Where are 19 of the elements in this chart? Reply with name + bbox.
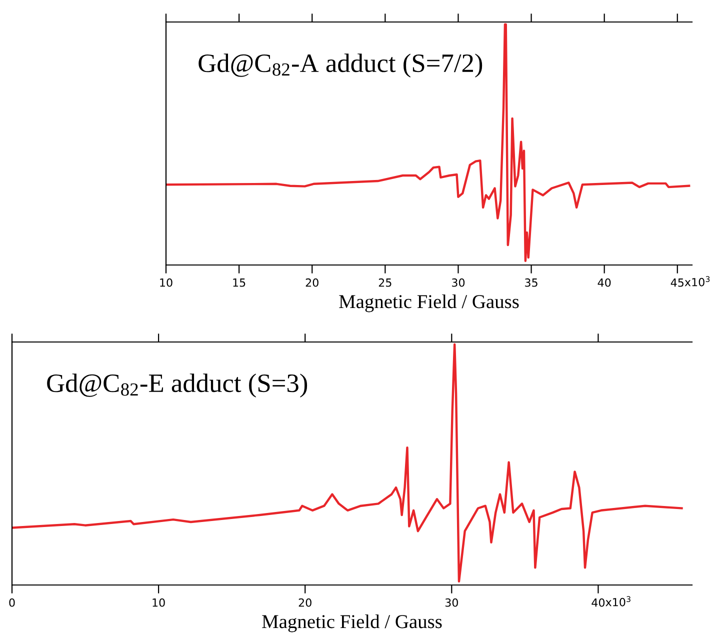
x-tick-label: 45 [670,278,684,287]
x-tick-label: 15 [233,278,246,287]
x-axis-title: Magnetic Field / Gauss [262,614,442,632]
x-tick-label: 30 [452,278,465,287]
annotation: Gd@C$_{82}$-E adduct (S=3) [47,374,308,398]
x-tick-label: 30 [445,598,458,607]
x-tick-label: 20 [298,598,312,607]
x-tick-label: 0 [9,598,15,607]
x-tick-label: 10 [160,278,172,287]
x-tick-label: 40 [592,598,605,607]
annotation: Gd@C$_{82}$-A adduct (S=7/2) [198,54,482,78]
x-axis-title: Magnetic Field / Gauss [339,294,519,312]
x-tick-label: 10 [152,598,165,607]
x-tick-label: 25 [378,278,392,287]
text: x10$^{3}$ [684,276,710,286]
text: x10$^{3}$ [606,596,630,606]
x-tick-label: 20 [306,278,318,287]
x-tick-label: 40 [598,278,611,287]
x-tick-label: 35 [525,278,538,287]
